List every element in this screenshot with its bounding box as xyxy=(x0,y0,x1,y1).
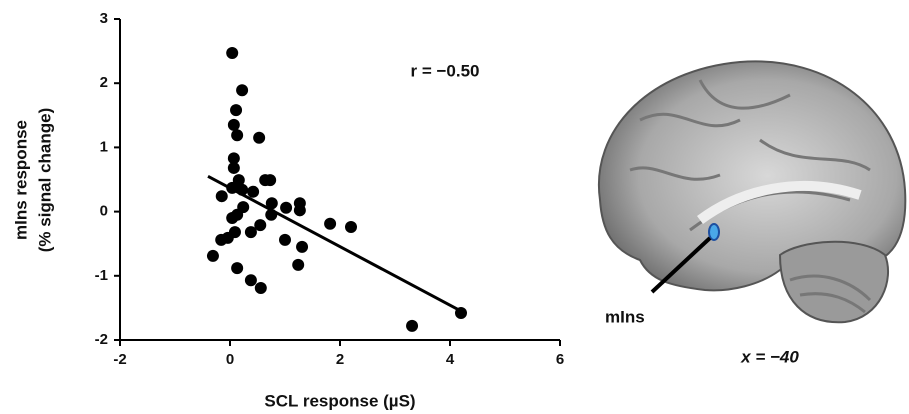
data-point xyxy=(236,84,248,96)
region-label: mIns xyxy=(605,307,645,326)
data-point xyxy=(266,197,278,209)
data-point xyxy=(255,282,267,294)
data-point xyxy=(455,307,467,319)
data-point xyxy=(226,212,238,224)
x-tick-label: 4 xyxy=(446,351,455,368)
data-point xyxy=(264,174,276,186)
data-point xyxy=(226,182,238,194)
data-point xyxy=(228,162,240,174)
y-axis-label: (% signal change) xyxy=(35,108,54,253)
data-point xyxy=(231,129,243,141)
y-axis-label: mIns response xyxy=(11,120,30,240)
data-point xyxy=(294,204,306,216)
data-point xyxy=(280,202,292,214)
x-tick-label: 6 xyxy=(556,351,564,368)
y-tick-label: -1 xyxy=(95,267,108,284)
data-point xyxy=(230,104,242,116)
x-tick-label: -2 xyxy=(113,351,126,368)
figure: mIns x = −40 r = −0.50 SCL response (µS)… xyxy=(0,0,909,414)
data-point xyxy=(265,209,277,221)
brain-image xyxy=(599,61,905,322)
data-point xyxy=(215,234,227,246)
slice-label: x = −40 xyxy=(740,347,799,366)
data-point xyxy=(253,132,265,144)
y-tick-label: 1 xyxy=(100,138,108,155)
data-point xyxy=(231,262,243,274)
data-point xyxy=(296,241,308,253)
data-point xyxy=(216,190,228,202)
data-point xyxy=(247,186,259,198)
correlation-label: r = −0.50 xyxy=(410,61,479,80)
data-point xyxy=(207,250,219,262)
data-point xyxy=(279,234,291,246)
data-point xyxy=(292,259,304,271)
data-point xyxy=(406,320,418,332)
y-tick-label: 2 xyxy=(100,74,108,91)
data-point xyxy=(245,226,257,238)
data-point xyxy=(245,274,257,286)
data-point xyxy=(236,184,248,196)
x-axis-label: SCL response (µS) xyxy=(264,391,415,410)
y-tick-label: 3 xyxy=(100,10,108,27)
y-tick-label: 0 xyxy=(100,203,108,220)
y-tick-label: -2 xyxy=(95,331,108,348)
data-point xyxy=(226,47,238,59)
data-point xyxy=(324,218,336,230)
fit-line xyxy=(208,176,461,311)
data-point xyxy=(228,119,240,131)
x-tick-label: 0 xyxy=(226,351,234,368)
x-tick-label: 2 xyxy=(336,351,344,368)
data-point xyxy=(345,221,357,233)
